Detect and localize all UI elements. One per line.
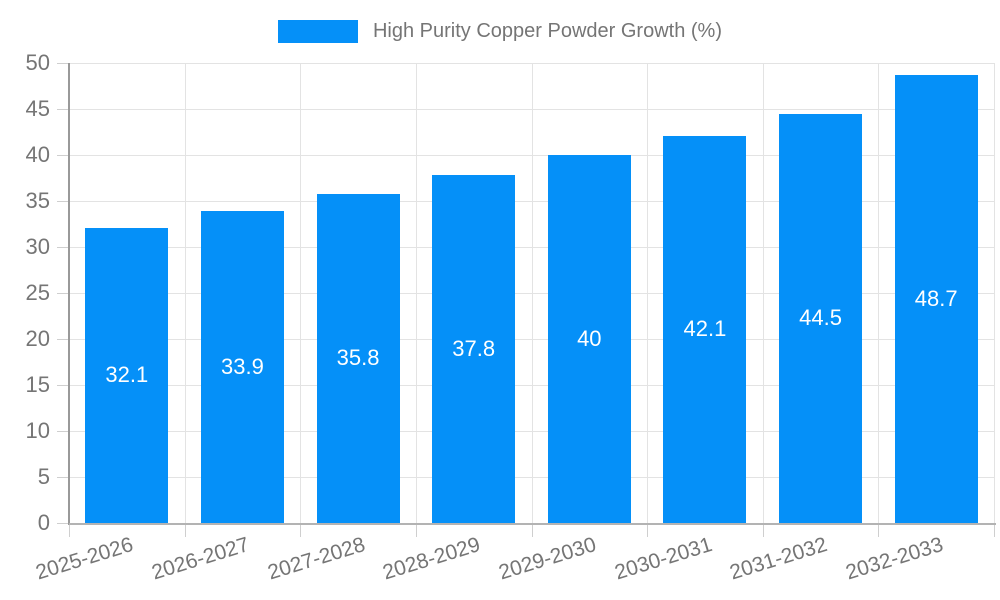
legend-label: High Purity Copper Powder Growth (%) (372, 20, 722, 42)
y-tick-mark (57, 201, 69, 202)
y-tick-label: 0 (37, 510, 50, 535)
x-tick-mark (762, 525, 764, 537)
bar-2029-2030[interactable] (547, 155, 631, 523)
y-axis-line (68, 63, 70, 525)
y-tick-mark (57, 431, 69, 432)
x-tick-mark (184, 525, 186, 537)
legend-swatch (277, 20, 358, 43)
x-tick-mark (531, 525, 533, 537)
bar-value-label: 44.5 (799, 305, 842, 331)
x-tick-mark (300, 525, 302, 537)
bar-value-label: 35.8 (336, 345, 380, 371)
bar-2030-2031[interactable] (663, 135, 747, 523)
bar-value-label: 33.9 (221, 354, 264, 380)
x-gridline (300, 63, 302, 523)
legend-item[interactable]: High Purity Copper Powder Growth (%) (0, 20, 1000, 43)
y-tick-mark (57, 339, 69, 340)
y-tick-label: 5 (37, 464, 50, 489)
bar-2026-2027[interactable] (200, 211, 284, 523)
x-gridline (878, 63, 880, 523)
bar-2027-2028[interactable] (316, 193, 400, 523)
x-tick-label: 2026-2027 (149, 533, 252, 585)
x-tick-label: 2031-2032 (727, 533, 830, 585)
x-tick-mark (415, 525, 417, 537)
x-tick-label: 2029-2030 (495, 533, 599, 585)
y-tick-mark (57, 523, 69, 524)
x-tick-mark (994, 525, 995, 537)
x-tick-mark (69, 525, 70, 537)
x-tick-label: 2028-2029 (380, 533, 484, 585)
y-tick-mark (57, 293, 69, 294)
bar-value-label: 37.8 (452, 336, 496, 362)
y-tick-mark (57, 63, 69, 64)
x-gridline (994, 63, 995, 523)
bar-value-label: 48.7 (914, 285, 958, 311)
y-tick-label: 30 (25, 234, 50, 259)
x-gridline (531, 63, 533, 523)
y-tick-label: 45 (25, 96, 50, 121)
x-gridline (647, 63, 649, 523)
x-tick-mark (647, 525, 649, 537)
bar-2032-2033[interactable] (894, 74, 978, 523)
bar-value-label: 32.1 (105, 362, 149, 388)
y-tick-mark (57, 155, 69, 156)
y-tick-label: 20 (25, 326, 50, 351)
x-tick-label: 2025-2026 (33, 533, 137, 585)
y-tick-label: 40 (25, 142, 50, 167)
x-axis-line (69, 523, 996, 525)
y-tick-label: 25 (25, 280, 50, 305)
x-tick-mark (878, 525, 880, 537)
x-tick-label: 2027-2028 (264, 533, 368, 585)
y-tick-label: 50 (25, 50, 50, 75)
bar-2031-2032[interactable] (779, 113, 863, 523)
bar-2025-2026[interactable] (85, 227, 169, 523)
bar-value-label: 42.1 (683, 316, 727, 342)
y-tick-label: 15 (25, 372, 50, 397)
y-tick-label: 10 (25, 418, 50, 443)
bar-value-label: 40 (577, 326, 602, 351)
y-tick-mark (57, 247, 69, 248)
y-tick-mark (57, 385, 69, 386)
y-tick-mark (57, 109, 69, 110)
x-tick-label: 2032-2033 (842, 533, 946, 585)
x-gridline (762, 63, 764, 523)
x-gridline (415, 63, 417, 523)
y-tick-label: 35 (25, 188, 50, 213)
x-gridline (184, 63, 186, 523)
bar-2028-2029[interactable] (432, 175, 516, 523)
x-tick-label: 2030-2031 (611, 533, 715, 585)
y-tick-mark (57, 477, 69, 478)
